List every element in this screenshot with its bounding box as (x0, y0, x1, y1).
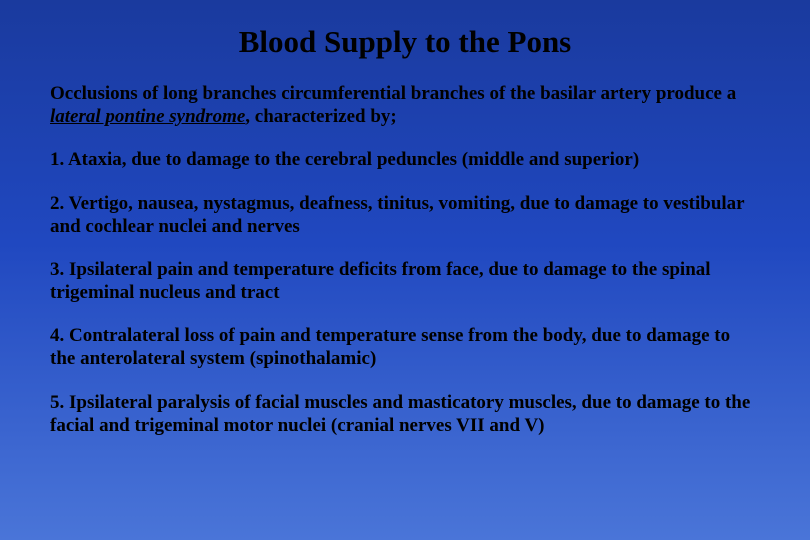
list-item: 3. Ipsilateral pain and temperature defi… (50, 258, 760, 304)
intro-italic: lateral pontine syndrome (50, 106, 245, 127)
slide-title: Blood Supply to the Pons (50, 24, 760, 60)
slide-container: Blood Supply to the Pons Occlusions of l… (0, 0, 810, 540)
list-item: 5. Ipsilateral paralysis of facial muscl… (50, 391, 760, 437)
list-item: 1. Ataxia, due to damage to the cerebral… (50, 148, 760, 171)
intro-paragraph: Occlusions of long branches circumferent… (50, 82, 760, 128)
intro-text-2: , characterized by; (245, 106, 396, 127)
intro-text-1: Occlusions of long branches circumferent… (50, 83, 736, 104)
list-item: 4. Contralateral loss of pain and temper… (50, 324, 760, 370)
list-item: 2. Vertigo, nausea, nystagmus, deafness,… (50, 192, 760, 238)
